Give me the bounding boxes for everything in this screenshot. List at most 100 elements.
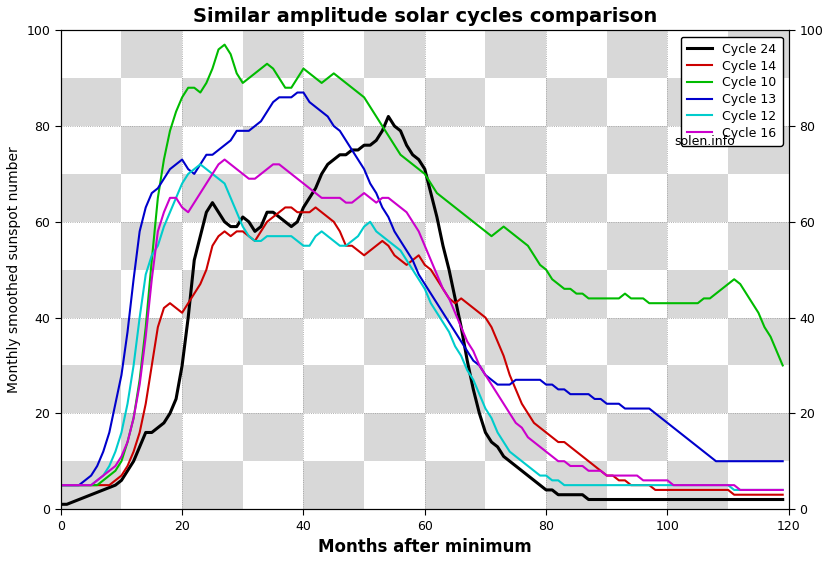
Bar bbox=[425, 413, 486, 461]
Bar bbox=[121, 270, 182, 318]
Cycle 16 bbox=[632, 472, 642, 479]
Bar bbox=[425, 365, 486, 413]
Cycle 12 bbox=[256, 238, 266, 244]
Bar bbox=[61, 78, 121, 126]
Bar bbox=[121, 174, 182, 222]
Bar bbox=[607, 318, 667, 365]
Bar bbox=[243, 78, 304, 126]
Cycle 14 bbox=[462, 300, 472, 307]
Bar bbox=[546, 270, 607, 318]
Bar bbox=[728, 30, 788, 78]
Cycle 14 bbox=[281, 204, 290, 211]
Legend: Cycle 24, Cycle 14, Cycle 10, Cycle 13, Cycle 12, Cycle 16: Cycle 24, Cycle 14, Cycle 10, Cycle 13, … bbox=[681, 37, 783, 146]
Bar bbox=[486, 270, 546, 318]
Cycle 16 bbox=[208, 171, 217, 177]
Bar bbox=[61, 365, 121, 413]
Bar bbox=[304, 30, 364, 78]
Cycle 14 bbox=[56, 482, 66, 489]
Cycle 24 bbox=[632, 496, 642, 503]
Bar bbox=[607, 30, 667, 78]
Cycle 10 bbox=[208, 65, 217, 72]
Cycle 13 bbox=[778, 458, 788, 464]
Bar bbox=[364, 78, 425, 126]
Bar bbox=[546, 30, 607, 78]
Cycle 13 bbox=[462, 348, 472, 355]
Cycle 13 bbox=[292, 89, 302, 96]
Cycle 12 bbox=[559, 482, 569, 489]
Bar bbox=[546, 126, 607, 174]
Bar bbox=[425, 174, 486, 222]
Bar bbox=[182, 413, 243, 461]
Line: Cycle 12: Cycle 12 bbox=[61, 164, 783, 490]
Bar bbox=[182, 318, 243, 365]
Bar bbox=[728, 126, 788, 174]
Bar bbox=[243, 365, 304, 413]
Cycle 16 bbox=[256, 171, 266, 177]
Bar bbox=[304, 413, 364, 461]
Cycle 16 bbox=[56, 482, 66, 489]
Bar bbox=[667, 318, 728, 365]
Bar bbox=[486, 126, 546, 174]
Y-axis label: Monthly smoothed sunspot number: Monthly smoothed sunspot number bbox=[7, 146, 21, 393]
Bar bbox=[607, 174, 667, 222]
Cycle 13 bbox=[759, 458, 769, 464]
Bar bbox=[546, 174, 607, 222]
Bar bbox=[546, 413, 607, 461]
Bar bbox=[121, 318, 182, 365]
Cycle 13 bbox=[56, 482, 66, 489]
Cycle 13 bbox=[632, 405, 642, 412]
Bar bbox=[243, 270, 304, 318]
Bar bbox=[121, 78, 182, 126]
Bar bbox=[728, 413, 788, 461]
Cycle 24 bbox=[383, 113, 393, 120]
Cycle 14 bbox=[730, 491, 740, 498]
Bar bbox=[728, 318, 788, 365]
Bar bbox=[607, 270, 667, 318]
Bar bbox=[364, 365, 425, 413]
Cycle 16 bbox=[220, 156, 230, 163]
Cycle 12 bbox=[632, 482, 642, 489]
Bar bbox=[364, 461, 425, 509]
Bar bbox=[546, 78, 607, 126]
Bar bbox=[61, 30, 121, 78]
X-axis label: Months after minimum: Months after minimum bbox=[318, 538, 532, 556]
Bar bbox=[425, 222, 486, 270]
Cycle 10 bbox=[56, 482, 66, 489]
Bar bbox=[364, 126, 425, 174]
Text: solen.info: solen.info bbox=[674, 135, 735, 148]
Bar bbox=[728, 78, 788, 126]
Cycle 10 bbox=[778, 362, 788, 369]
Line: Cycle 13: Cycle 13 bbox=[61, 92, 783, 485]
Bar bbox=[243, 174, 304, 222]
Bar bbox=[607, 126, 667, 174]
Bar bbox=[364, 413, 425, 461]
Bar bbox=[486, 413, 546, 461]
Cycle 16 bbox=[735, 486, 745, 493]
Cycle 13 bbox=[250, 123, 260, 129]
Bar bbox=[486, 174, 546, 222]
Bar bbox=[667, 174, 728, 222]
Cycle 10 bbox=[759, 324, 769, 330]
Cycle 14 bbox=[208, 242, 217, 249]
Bar bbox=[667, 461, 728, 509]
Bar bbox=[667, 270, 728, 318]
Bar bbox=[486, 461, 546, 509]
Bar bbox=[728, 461, 788, 509]
Bar bbox=[243, 222, 304, 270]
Bar bbox=[607, 222, 667, 270]
Bar bbox=[728, 365, 788, 413]
Bar bbox=[182, 174, 243, 222]
Cycle 12 bbox=[765, 486, 775, 493]
Bar bbox=[425, 461, 486, 509]
Bar bbox=[364, 318, 425, 365]
Bar bbox=[425, 270, 486, 318]
Cycle 12 bbox=[778, 486, 788, 493]
Bar bbox=[182, 222, 243, 270]
Cycle 10 bbox=[559, 285, 569, 292]
Bar bbox=[304, 126, 364, 174]
Bar bbox=[121, 365, 182, 413]
Cycle 10 bbox=[220, 41, 230, 48]
Cycle 10 bbox=[632, 295, 642, 302]
Bar bbox=[304, 270, 364, 318]
Cycle 24 bbox=[759, 496, 769, 503]
